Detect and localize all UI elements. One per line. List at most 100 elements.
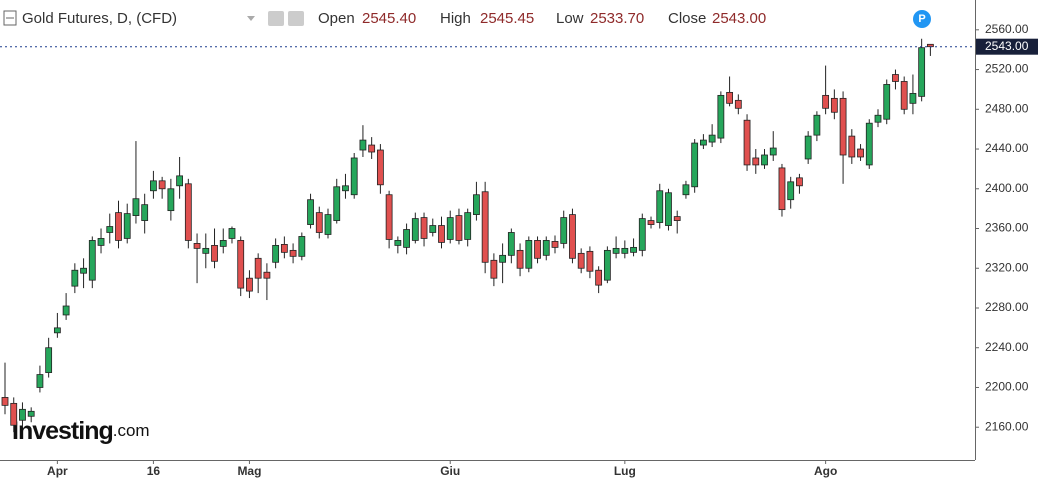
- candle-body: [813, 114, 821, 136]
- candle-body: [752, 157, 760, 166]
- candle-body: [158, 180, 166, 190]
- y-tick-label: 2400.00: [985, 181, 1029, 195]
- candle-body: [796, 177, 803, 187]
- candle-body: [71, 269, 79, 287]
- candle-body: [202, 247, 210, 254]
- candle-body: [10, 402, 18, 426]
- candle-body: [359, 139, 367, 151]
- candle-body: [429, 225, 437, 233]
- candle-body: [298, 236, 306, 257]
- symbol-title: Gold Futures, D, (CFD): [22, 10, 177, 27]
- y-tick-label: 2240.00: [985, 340, 1029, 354]
- candle-body: [473, 194, 480, 216]
- last-price-label: 2543.00: [985, 39, 1029, 53]
- candle-body: [53, 327, 61, 334]
- logo-suffix: .com: [113, 421, 150, 440]
- candle-body: [272, 244, 280, 263]
- candle-body: [455, 215, 463, 241]
- candle-body: [621, 247, 629, 254]
- candle-body: [682, 184, 690, 196]
- candle-body: [673, 216, 681, 221]
- candle-body: [499, 254, 507, 263]
- candle-body: [403, 229, 410, 248]
- badge[interactable]: [913, 10, 931, 28]
- collapse-icon[interactable]: [3, 10, 17, 26]
- candle-body: [167, 188, 175, 212]
- candle-body: [141, 204, 149, 221]
- candle-body: [717, 94, 725, 139]
- candle-body: [542, 240, 550, 256]
- y-tick-label: 2360.00: [985, 221, 1029, 235]
- candle-body: [237, 240, 245, 289]
- x-tick-label: Lug: [614, 464, 636, 478]
- candle-body: [464, 212, 472, 240]
- logo-name: Investing: [12, 417, 113, 445]
- candle-body: [769, 147, 777, 156]
- candle-body: [254, 257, 262, 279]
- candle-body: [892, 74, 899, 82]
- candle-body: [88, 240, 96, 281]
- candle-body: [787, 181, 795, 201]
- candle-body: [918, 47, 926, 97]
- y-tick-label: 2160.00: [985, 419, 1029, 433]
- candle-body: [900, 81, 908, 110]
- candle-body: [778, 167, 786, 211]
- candle-body: [150, 180, 157, 192]
- candle-body: [691, 142, 699, 188]
- candle-body: [184, 183, 192, 241]
- candle-body: [342, 185, 349, 192]
- candle-body: [385, 194, 393, 240]
- candle-body: [411, 218, 419, 241]
- candle-body: [577, 252, 585, 269]
- candle-body: [333, 186, 341, 221]
- close-label: Close: [668, 10, 706, 27]
- candle-body: [36, 374, 44, 388]
- candle-body: [865, 122, 873, 166]
- candle-body: [27, 410, 35, 417]
- y-tick-label: 2520.00: [985, 62, 1029, 76]
- y-tick-label: 2440.00: [985, 141, 1029, 155]
- candle-body: [516, 249, 524, 269]
- settings-icon[interactable]: [288, 11, 304, 26]
- candle-body: [708, 134, 716, 143]
- candle-body: [874, 114, 882, 123]
- candle-body: [263, 271, 271, 279]
- candle-body: [909, 92, 917, 104]
- candle-body: [603, 249, 611, 281]
- candle-body: [647, 220, 655, 225]
- candle-body: [228, 228, 236, 239]
- candle-body: [80, 267, 87, 274]
- candle-body: [62, 305, 70, 316]
- candle-body: [176, 175, 184, 187]
- candle-body: [289, 249, 297, 257]
- candle-body: [315, 212, 323, 233]
- candle-body: [490, 259, 498, 279]
- candle-body: [883, 84, 891, 120]
- low-label: Low: [556, 10, 584, 27]
- candle-body: [246, 277, 253, 292]
- candle-body: [822, 94, 830, 109]
- candle-body: [761, 154, 768, 166]
- candle-body: [132, 198, 140, 216]
- dropdown-arrow[interactable]: [247, 16, 255, 21]
- candle-body: [106, 226, 114, 233]
- open-value: 2545.40: [362, 10, 416, 27]
- candle-body: [656, 190, 664, 223]
- candle-body: [612, 247, 620, 254]
- candle-body: [324, 214, 332, 235]
- candle-body: [595, 269, 603, 286]
- candle-body: [848, 135, 856, 158]
- candle-body: [446, 217, 454, 240]
- x-tick-label: Ago: [814, 464, 837, 478]
- candle-body: [1, 397, 9, 406]
- candle-body: [307, 199, 314, 225]
- x-tick-label: Mag: [237, 464, 261, 478]
- eye-icon[interactable]: [268, 11, 284, 26]
- candle-body: [586, 250, 594, 272]
- high-value: 2545.45: [480, 10, 534, 27]
- candle-body: [420, 217, 428, 239]
- candle-body: [219, 240, 227, 247]
- candle-body: [193, 243, 201, 249]
- candle-body: [507, 232, 515, 256]
